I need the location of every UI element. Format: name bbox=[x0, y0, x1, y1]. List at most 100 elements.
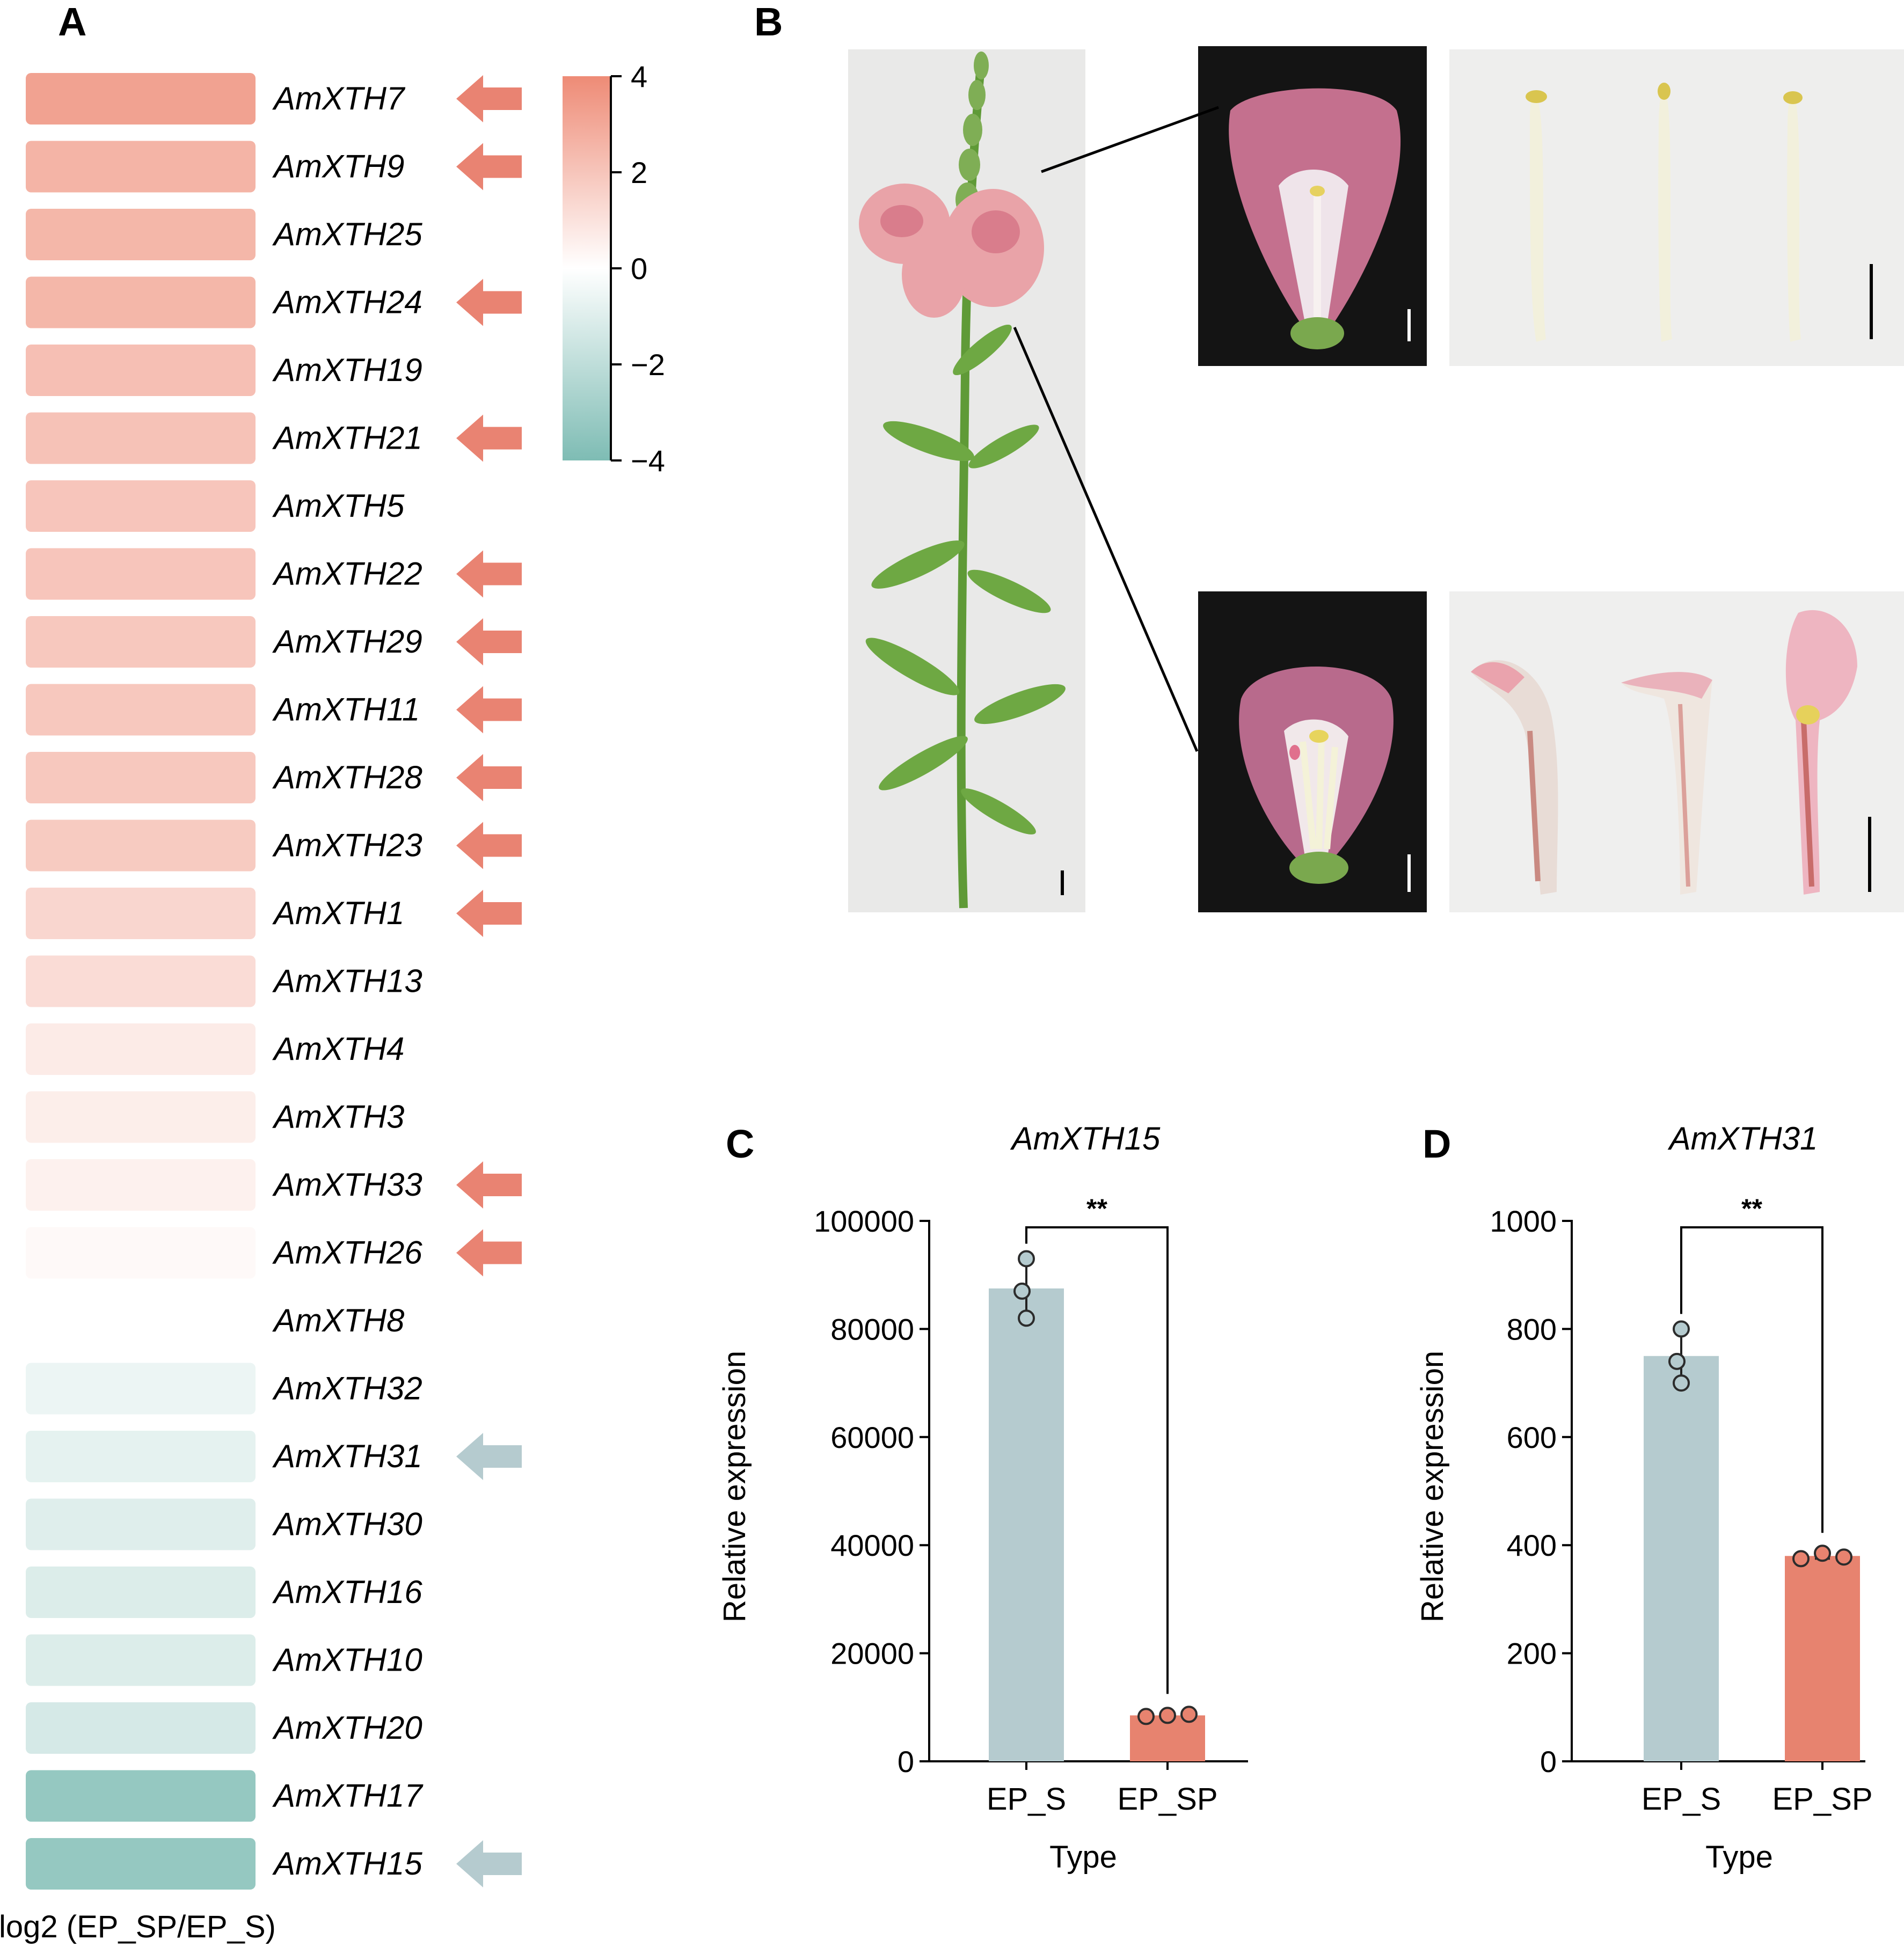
arrow-left-up-icon bbox=[456, 550, 522, 598]
y-tick-label: 200 bbox=[1507, 1637, 1557, 1671]
heatmap-cell bbox=[26, 1634, 256, 1686]
chart-d: AmXTH31 0 200 400 600 800 1000 EP_S EP_SP ** Rel… bbox=[1415, 1121, 1873, 1875]
gene-label: AmXTH31 bbox=[272, 1438, 422, 1474]
data-point bbox=[1835, 1548, 1852, 1566]
gene-label: AmXTH7 bbox=[272, 80, 406, 116]
significance-bracket bbox=[1680, 1226, 1823, 1533]
heatmap-row: AmXTH33 bbox=[26, 1159, 522, 1211]
heatmap-footer-label: log2 (EP_SP/EP_S) bbox=[0, 1909, 276, 1944]
y-tick-label: 40000 bbox=[830, 1528, 914, 1562]
arrow-left-up-icon bbox=[456, 618, 522, 665]
colorbar-tick-label: 4 bbox=[631, 60, 647, 93]
data-point bbox=[1814, 1545, 1831, 1562]
y-tick-label: 60000 bbox=[830, 1421, 914, 1454]
heatmap-cell bbox=[26, 412, 256, 464]
data-point bbox=[1792, 1550, 1810, 1568]
gene-label: AmXTH30 bbox=[272, 1506, 422, 1542]
data-point bbox=[1018, 1309, 1035, 1327]
heatmap-row: AmXTH1 bbox=[26, 888, 522, 939]
heatmap-cell bbox=[26, 1363, 256, 1415]
arrow-left-up-icon bbox=[456, 143, 522, 191]
heatmap-cell bbox=[26, 1431, 256, 1482]
heatmap-row: AmXTH4 bbox=[26, 1023, 404, 1075]
colorbar-tick-label: −4 bbox=[631, 444, 665, 478]
significance-label: ** bbox=[1741, 1194, 1762, 1224]
data-point bbox=[1018, 1250, 1035, 1268]
x-tick-label: EP_S bbox=[1642, 1782, 1721, 1817]
gene-label: AmXTH4 bbox=[272, 1031, 404, 1067]
gene-label: AmXTH10 bbox=[272, 1642, 422, 1678]
significance-bracket bbox=[1025, 1226, 1169, 1694]
heatmap-row: AmXTH32 bbox=[26, 1363, 422, 1415]
flower-photo-bottom bbox=[1198, 591, 1427, 912]
gene-label: AmXTH13 bbox=[272, 963, 422, 999]
heatmap-cell bbox=[26, 888, 256, 939]
heatmap-cell bbox=[26, 1159, 256, 1211]
arrow-left-up-icon bbox=[456, 279, 522, 326]
heatmap-row: AmXTH20 bbox=[26, 1702, 422, 1754]
gene-label: AmXTH5 bbox=[272, 488, 405, 524]
gene-label: AmXTH25 bbox=[272, 216, 422, 252]
heatmap-row: AmXTH21 bbox=[26, 412, 522, 464]
heatmap-cell bbox=[26, 955, 256, 1007]
significance-label: ** bbox=[1086, 1194, 1107, 1224]
data-point bbox=[1180, 1706, 1198, 1723]
panel-label-b: B bbox=[754, 0, 783, 44]
heatmap-row: AmXTH5 bbox=[26, 480, 405, 532]
gene-label: AmXTH22 bbox=[272, 556, 422, 592]
data-point bbox=[1137, 1708, 1155, 1725]
chart-c: AmXTH15 0 20000 40000 60000 80000 100000 EP_S E… bbox=[717, 1121, 1248, 1875]
heatmap-cell bbox=[26, 819, 256, 872]
inflorescence-photo bbox=[848, 49, 1085, 912]
colorbar-tick-label: 0 bbox=[631, 252, 647, 286]
data-point bbox=[1159, 1707, 1176, 1724]
heatmap-cell bbox=[26, 548, 256, 600]
heatmap-row: AmXTH11 bbox=[26, 684, 522, 736]
gene-label: AmXTH29 bbox=[272, 624, 422, 660]
panel-label-c: C bbox=[726, 1122, 755, 1166]
gene-label: AmXTH19 bbox=[272, 352, 422, 388]
heatmap-cell bbox=[26, 1498, 256, 1550]
heatmap-cell bbox=[26, 1567, 256, 1618]
y-tick-label: 80000 bbox=[830, 1312, 914, 1346]
x-tick-label: EP_SP bbox=[1118, 1782, 1218, 1817]
gene-label: AmXTH17 bbox=[272, 1778, 424, 1814]
heatmap-cell bbox=[26, 1838, 256, 1890]
gene-label: AmXTH1 bbox=[272, 895, 404, 931]
data-point bbox=[1673, 1374, 1690, 1392]
arrow-left-up-icon bbox=[456, 1229, 522, 1277]
heatmap-row: AmXTH30 bbox=[26, 1498, 422, 1550]
heatmap-row: AmXTH16 bbox=[26, 1567, 422, 1618]
y-tick-label: 1000 bbox=[1490, 1204, 1557, 1238]
gene-label: AmXTH3 bbox=[272, 1099, 404, 1135]
gene-label: AmXTH28 bbox=[272, 759, 422, 795]
chart-c-xlabel: Type bbox=[1049, 1840, 1117, 1875]
gene-label: AmXTH8 bbox=[272, 1302, 405, 1338]
colorbar-tick-label: 2 bbox=[631, 156, 647, 189]
photo-panel bbox=[843, 43, 1904, 923]
heatmap-row: AmXTH19 bbox=[26, 345, 422, 396]
arrow-left-up-icon bbox=[456, 754, 522, 801]
gene-label: AmXTH26 bbox=[272, 1235, 422, 1271]
arrow-left-up-icon bbox=[456, 822, 522, 869]
heatmap-row: AmXTH9 bbox=[26, 141, 522, 193]
heatmap-row: AmXTH17 bbox=[26, 1770, 424, 1822]
gene-label: AmXTH11 bbox=[272, 692, 420, 728]
heatmap: AmXTH7 AmXTH9 AmXTH25 AmXTH24 AmXTH19 AmXTH21… bbox=[0, 60, 665, 1944]
gene-label: AmXTH32 bbox=[272, 1371, 422, 1407]
y-tick-label: 800 bbox=[1507, 1312, 1557, 1346]
heatmap-row: AmXTH15 bbox=[26, 1838, 522, 1890]
heatmap-row: AmXTH31 bbox=[26, 1431, 522, 1482]
arrow-left-up-icon bbox=[456, 1161, 522, 1209]
data-point bbox=[1013, 1282, 1031, 1300]
stamen-photo-top bbox=[1449, 49, 1904, 366]
heatmap-cell bbox=[26, 73, 256, 125]
colorbar-tick-label: −2 bbox=[631, 348, 665, 382]
colorbar: 4 2 0 −2 −4 bbox=[563, 60, 665, 478]
x-tick-label: EP_SP bbox=[1772, 1782, 1873, 1817]
heatmap-row: AmXTH24 bbox=[26, 276, 522, 328]
chart-d-ylabel: Relative expression bbox=[1415, 1351, 1450, 1622]
data-point bbox=[1668, 1352, 1686, 1370]
heatmap-row: AmXTH10 bbox=[26, 1634, 422, 1686]
heatmap-row: AmXTH7 bbox=[26, 73, 522, 125]
